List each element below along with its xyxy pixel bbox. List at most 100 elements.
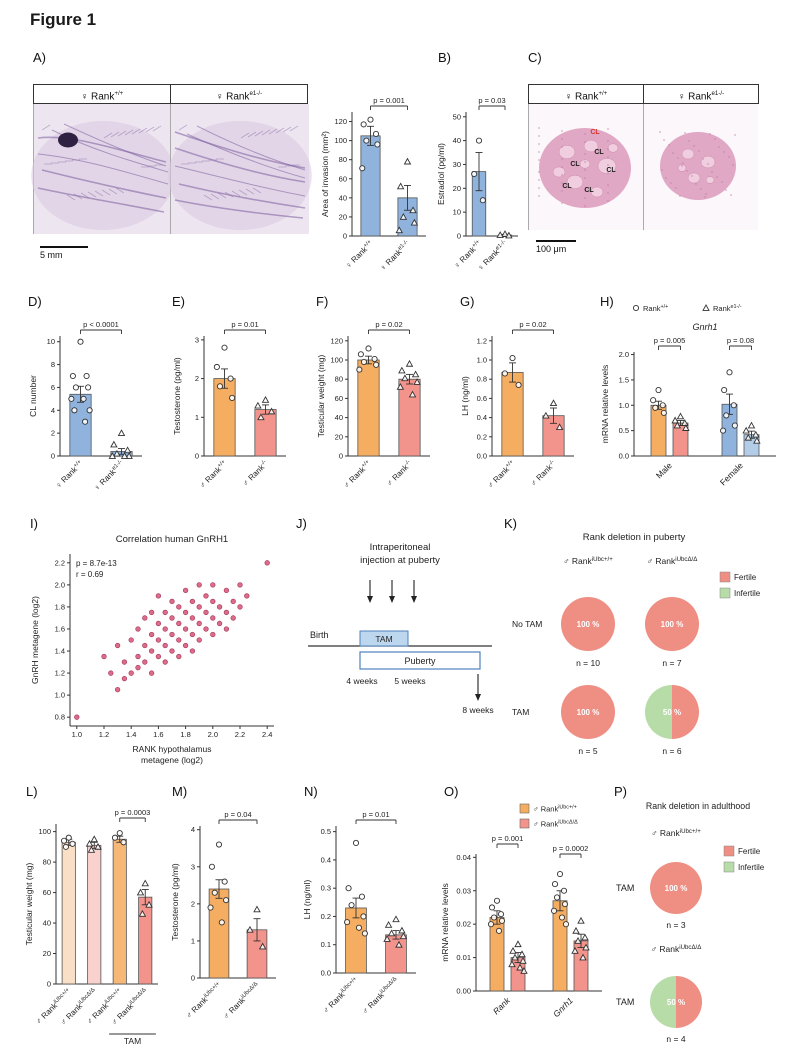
svg-text:p = 0.03: p = 0.03 <box>478 96 505 105</box>
svg-text:0.8: 0.8 <box>477 375 487 384</box>
svg-text:0.01: 0.01 <box>456 953 471 962</box>
svg-text:0.0: 0.0 <box>321 969 331 978</box>
panel-c-image-wt: ♀ Rank+/+ CL CL CL CL CL CL <box>528 84 644 230</box>
panel-j-timeline-schematic: Intraperitoneal injection at puberty Birth… <box>308 542 494 715</box>
svg-text:1.2: 1.2 <box>55 669 65 678</box>
figure-title: Figure 1 <box>30 10 97 29</box>
svg-text:n = 7: n = 7 <box>662 658 681 668</box>
svg-text:Testosterone (pg/ml): Testosterone (pg/ml) <box>170 863 180 941</box>
svg-text:♀ Ranke1-/-: ♀ Ranke1-/- <box>92 459 126 493</box>
svg-text:5 weeks: 5 weeks <box>394 676 425 686</box>
svg-text:6: 6 <box>51 383 55 392</box>
svg-text:50: 50 <box>453 112 461 121</box>
svg-text:1.0: 1.0 <box>477 356 487 365</box>
svg-text:2.2: 2.2 <box>55 558 65 567</box>
svg-text:100: 100 <box>334 136 347 145</box>
svg-text:0: 0 <box>191 974 195 983</box>
svg-text:1.4: 1.4 <box>55 647 65 656</box>
panel-a-image-ko: ♀ Ranke1-/- <box>168 84 312 234</box>
scalebar-text: 100 μm <box>536 244 567 254</box>
svg-text:4: 4 <box>191 825 195 834</box>
svg-text:LH (ng/ml): LH (ng/ml) <box>302 880 312 920</box>
svg-text:♂ RankiUbcΔ/Δ: ♂ RankiUbcΔ/Δ <box>651 944 702 954</box>
mammary-wholemount-wt-image <box>31 104 175 234</box>
svg-text:0: 0 <box>51 452 55 461</box>
panel-a-images: ♀ Rank+/+ ♀ Ranke1-/- <box>31 84 312 234</box>
svg-text:♀ Rank+/+: ♀ Rank+/+ <box>344 239 376 271</box>
svg-text:0.02: 0.02 <box>456 920 471 929</box>
svg-text:Infertile: Infertile <box>734 589 761 598</box>
panel-k-fertility-pies: Rank deletion in puberty ♂ RankiUbc+/+ ♂ R… <box>512 532 761 756</box>
svg-text:p = 0.005: p = 0.005 <box>654 336 686 345</box>
svg-text:4 weeks: 4 weeks <box>346 676 377 686</box>
panel-f-bar-chart: 0 20 40 60 80 100 120 Testicular weight (mg) ♂ R… <box>316 320 430 490</box>
panel-p-label: P) <box>614 784 627 799</box>
panel-h-label: H) <box>600 294 614 309</box>
svg-text:TAM: TAM <box>124 1036 141 1046</box>
svg-text:Area of invasion (mm²): Area of invasion (mm²) <box>320 131 330 217</box>
svg-text:♀ Rank+/+: ♀ Rank+/+ <box>54 459 86 491</box>
svg-text:Rank deletion in adulthood: Rank deletion in adulthood <box>646 801 750 811</box>
svg-text:♂ RankiUbcΔ/Δ: ♂ RankiUbcΔ/Δ <box>533 820 578 829</box>
svg-text:n = 5: n = 5 <box>578 746 597 756</box>
svg-text:0.6: 0.6 <box>477 394 487 403</box>
panel-n-bar-chart: 0.0 0.1 0.2 0.3 0.4 0.5 LH (ng/ml) ♂ RankiUbc+/… <box>302 810 416 1016</box>
svg-text:100 %: 100 % <box>577 620 600 629</box>
svg-text:CL: CL <box>594 149 604 156</box>
svg-text:p = 0.01: p = 0.01 <box>231 320 258 329</box>
scalebar-text: 5 mm <box>40 250 63 260</box>
svg-text:TAM: TAM <box>375 634 392 644</box>
svg-text:1.5: 1.5 <box>619 375 629 384</box>
svg-text:♂ RankiUbcΔ/Δ: ♂ RankiUbcΔ/Δ <box>360 976 400 1016</box>
svg-text:Gnrh1: Gnrh1 <box>551 995 575 1019</box>
svg-text:50 %: 50 % <box>663 708 681 717</box>
svg-text:120: 120 <box>330 336 343 345</box>
svg-text:Rank deletion in puberty: Rank deletion in puberty <box>583 532 686 543</box>
panel-o-label: O) <box>444 784 459 799</box>
svg-text:3: 3 <box>195 335 199 344</box>
svg-text:1.0: 1.0 <box>55 691 65 700</box>
svg-text:0: 0 <box>195 452 199 461</box>
svg-text:CL: CL <box>606 167 616 174</box>
svg-text:Correlation human GnRH1: Correlation human GnRH1 <box>116 534 228 545</box>
panel-h-bar-chart: 0.0 0.5 1.0 1.5 2.0 mRNA relative levels Male F… <box>600 304 776 487</box>
svg-text:Testicular weight (mg): Testicular weight (mg) <box>24 863 34 946</box>
svg-text:2: 2 <box>51 429 55 438</box>
svg-text:2.0: 2.0 <box>208 730 218 739</box>
svg-text:20: 20 <box>453 184 461 193</box>
svg-text:mRNA relative levels: mRNA relative levels <box>600 365 610 443</box>
svg-text:1.8: 1.8 <box>55 602 65 611</box>
svg-text:Fertile: Fertile <box>734 573 757 582</box>
svg-text:n = 6: n = 6 <box>662 746 681 756</box>
svg-text:60: 60 <box>43 888 51 897</box>
svg-text:80: 80 <box>43 858 51 867</box>
svg-text:♂ RankiUbc+/+: ♂ RankiUbc+/+ <box>321 976 361 1016</box>
svg-text:1.6: 1.6 <box>55 624 65 633</box>
svg-text:r = 0.69: r = 0.69 <box>76 570 104 579</box>
svg-text:0.2: 0.2 <box>477 432 487 441</box>
svg-text:20: 20 <box>335 432 343 441</box>
svg-text:♂ RankiUbcΔ/Δ: ♂ RankiUbcΔ/Δ <box>647 556 698 566</box>
svg-text:p = 0.02: p = 0.02 <box>519 320 546 329</box>
svg-text:p = 0.001: p = 0.001 <box>373 96 405 105</box>
panel-c-image-ko: ♀ Ranke1-/- <box>643 84 759 230</box>
svg-text:0: 0 <box>457 232 461 241</box>
svg-text:3: 3 <box>191 862 195 871</box>
svg-text:40: 40 <box>339 193 347 202</box>
svg-text:0.03: 0.03 <box>456 886 471 895</box>
svg-text:20: 20 <box>43 949 51 958</box>
svg-text:4: 4 <box>51 406 55 415</box>
svg-text:CL: CL <box>570 161 580 168</box>
svg-text:8: 8 <box>51 360 55 369</box>
panel-d-bar-chart: 0 2 4 6 8 10 CL number ♀ Rank+/+♀ Ranke1-/- p < … <box>28 320 142 493</box>
svg-text:2: 2 <box>195 374 199 383</box>
svg-text:♀ Ranke1-/-: ♀ Ranke1-/- <box>378 239 412 273</box>
panel-a-image-ko-title: ♀ Ranke1-/- <box>170 84 308 104</box>
panel-c-image-wt-title: ♀ Rank+/+ <box>528 84 644 104</box>
svg-text:Birth: Birth <box>310 630 329 640</box>
panel-c-label: C) <box>528 50 542 65</box>
svg-text:n = 4: n = 4 <box>666 1034 685 1044</box>
svg-text:♂ RankiUbc+/+: ♂ RankiUbc+/+ <box>184 981 224 1021</box>
svg-text:♀ Ranke1-/-: ♀ Ranke1-/- <box>476 239 510 273</box>
